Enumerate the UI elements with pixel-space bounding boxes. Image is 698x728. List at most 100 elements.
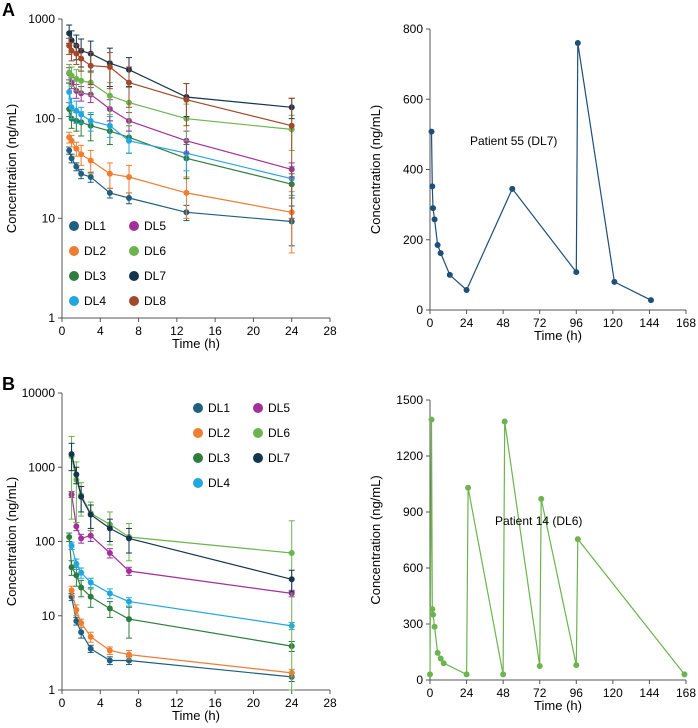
data-point [68,37,75,44]
data-point [431,216,438,223]
x-tick-label: 96 [570,316,584,330]
data-point [68,542,75,549]
x-tick-label: 20 [247,324,261,338]
legend-label: DL1 [84,219,106,233]
data-point [73,163,80,170]
data-point [87,645,94,652]
series-dl2 [66,131,295,254]
x-axis-label: Time (h) [534,698,582,713]
y-tick-label: 200 [403,233,423,247]
data-point [73,523,80,530]
data-point [183,96,190,103]
legend-marker [69,271,79,281]
series-dl1 [68,592,295,683]
legend-marker [193,403,203,413]
legend-marker [193,453,203,463]
y-tick-label: 1 [48,311,55,325]
data-point [87,62,94,69]
y-tick-label: 600 [403,561,423,575]
x-tick-label: 16 [208,324,222,338]
x-tick-label: 0 [427,686,434,700]
data-point [429,606,436,613]
x-tick-label: 24 [285,324,299,338]
data-point [434,242,441,249]
data-point [463,671,470,678]
x-tick-label: 48 [496,686,510,700]
legend-marker [129,296,139,306]
data-point [106,647,113,654]
y-axis-label: Concentration (ng/mL) [4,477,19,606]
series-line [71,494,292,594]
data-point [66,533,73,540]
data-point [73,471,80,478]
data-point [126,651,132,658]
y-tick-label: 1000 [28,460,55,474]
data-point [106,605,113,612]
series-line [68,73,292,170]
legend-label: DL5 [144,219,166,233]
data-point [126,194,132,201]
legend: DL1 DL5 DL2 DL6 DL3 DL7 DL4 DL8 [69,219,166,308]
x-tick-label: 8 [135,324,142,338]
x-tick-label: 168 [676,686,696,700]
data-point [68,47,75,54]
series-line [430,43,652,301]
series-line [68,150,292,223]
legend-marker [193,478,203,488]
data-point [611,278,618,285]
legend: DL1 DL5 DL2 DL6 DL3 DL7 DL4 [193,401,290,490]
data-point [574,40,581,47]
data-point [429,183,436,190]
series-patient-55-dl7- [428,40,654,304]
x-tick-label: 24 [460,686,474,700]
data-point [78,629,85,636]
y-tick-label: 1200 [396,449,423,463]
y-tick-label: 1000 [28,12,55,26]
legend-label: DL3 [208,451,230,465]
data-point [87,117,94,124]
series-dl7 [66,24,295,120]
data-point [434,649,441,656]
series-line [71,545,292,627]
data-point [106,550,113,557]
y-tick-label: 10 [42,211,56,225]
x-tick-label: 8 [135,696,142,710]
data-point [73,107,80,114]
legend-label: DL7 [268,451,290,465]
series-patient-14-dl6- [427,416,688,678]
series-line [71,456,292,554]
data-point [431,623,438,630]
x-tick-label: 20 [247,696,261,710]
data-point [78,55,85,62]
data-point [68,451,75,458]
chart-a-right: 0 200 400 600 800 0 24 48 72 96 120 144 168 Time (h) C… [368,22,696,343]
y-tick-label: 900 [403,505,423,519]
x-tick-label: 120 [603,686,623,700]
series-dl6 [68,435,295,691]
series-line [68,72,292,130]
legend-marker [69,221,79,231]
data-point [78,535,85,542]
x-tick-label: 72 [533,686,547,700]
legend-marker [69,296,79,306]
data-point [73,76,80,83]
data-point [68,587,75,594]
y-tick-label: 0 [416,673,423,687]
data-point [78,77,85,84]
y-tick-label: 10000 [22,386,56,400]
x-tick-label: 24 [460,316,474,330]
x-axis-label: Time (h) [172,708,220,723]
data-point [430,611,437,618]
series-dl6 [66,63,295,151]
data-point [440,660,447,667]
data-point [126,568,132,575]
y-tick-label: 400 [403,163,423,177]
data-point [465,484,472,491]
data-point [66,89,73,96]
y-tick-label: 1 [48,683,55,697]
data-point [126,79,132,86]
x-tick-label: 4 [97,696,104,710]
x-tick-label: 72 [533,316,547,330]
legend-label: DL7 [144,269,166,283]
series-line [68,33,292,108]
